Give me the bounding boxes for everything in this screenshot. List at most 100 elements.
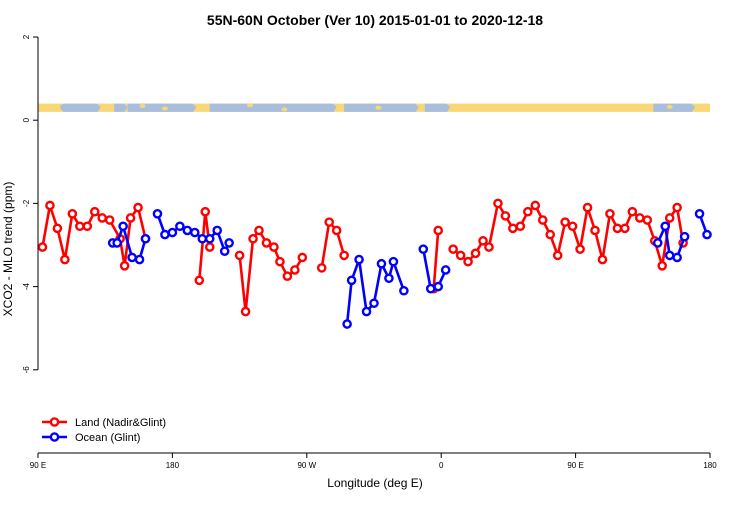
data-point <box>234 250 245 261</box>
data-point <box>316 263 327 273</box>
data-point <box>118 221 128 232</box>
data-point <box>508 223 518 234</box>
data-point <box>560 217 570 227</box>
strip-land-island <box>666 104 673 109</box>
legend-marker <box>49 417 60 427</box>
data-point <box>97 213 108 223</box>
data-point <box>261 238 272 248</box>
data-point <box>45 200 55 211</box>
data-point <box>167 227 178 238</box>
data-point <box>463 256 473 267</box>
x-tick-label: 180 <box>166 461 180 470</box>
data-point <box>324 217 335 227</box>
strip-ocean-region <box>653 103 696 112</box>
data-point <box>346 275 357 286</box>
strip-ocean-region <box>424 103 451 112</box>
data-point <box>515 221 526 232</box>
x-tick-label: 180 <box>703 461 717 470</box>
data-point <box>620 223 630 234</box>
data-point <box>361 306 372 317</box>
data-point <box>240 306 251 317</box>
strip-ocean-region <box>114 103 128 112</box>
data-point <box>197 233 208 244</box>
data-point <box>433 281 444 292</box>
data-point <box>478 236 488 246</box>
legend-item: Ocean (Glint) <box>42 432 140 444</box>
data-point <box>194 275 205 286</box>
x-tick-label: 0 <box>439 461 444 470</box>
data-point <box>575 244 585 254</box>
data-point <box>119 260 130 271</box>
y-tick-label: 0 <box>22 117 31 122</box>
data-point <box>657 260 668 271</box>
data-point <box>204 242 215 252</box>
data-point <box>104 215 115 225</box>
data-point <box>523 206 533 217</box>
data-point <box>60 254 70 265</box>
data-point <box>552 250 563 261</box>
data-point <box>248 233 258 244</box>
data-point <box>627 206 638 217</box>
data-point <box>702 229 712 240</box>
y-tick-label: 2 <box>22 34 31 39</box>
data-point <box>672 252 682 263</box>
series-line <box>345 258 406 325</box>
data-point <box>470 248 481 259</box>
data-point <box>672 202 682 213</box>
strip-land-island <box>161 106 168 111</box>
strip-land-island <box>375 105 382 110</box>
y-tick-label: -2 <box>22 199 31 207</box>
data-point <box>500 211 511 221</box>
data-point <box>342 319 352 329</box>
data-point <box>590 225 600 236</box>
data-point <box>112 238 122 248</box>
y-tick-label: -6 <box>22 366 31 374</box>
data-point <box>455 250 466 261</box>
data-point <box>679 231 690 242</box>
data-point <box>37 242 48 252</box>
data-point <box>433 225 444 236</box>
strip-land-island <box>281 107 288 112</box>
data-point <box>597 254 608 265</box>
data-point <box>493 198 503 209</box>
data-point <box>545 229 556 240</box>
data-point <box>140 233 151 244</box>
x-tick-label: 90 E <box>567 461 583 470</box>
data-point <box>182 225 193 236</box>
data-point <box>660 221 671 232</box>
data-point <box>582 202 593 213</box>
strip-land-island <box>139 104 146 109</box>
data-point <box>152 208 163 219</box>
data-point <box>134 254 145 265</box>
data-point <box>440 265 451 275</box>
data-point <box>160 229 170 240</box>
series-line <box>320 220 346 269</box>
data-point <box>133 202 143 213</box>
data-point <box>652 238 663 248</box>
land-sea-strip <box>38 103 710 112</box>
data-point <box>664 213 675 223</box>
data-point <box>275 256 285 267</box>
data-point <box>67 208 78 219</box>
data-point <box>664 250 675 261</box>
data-point <box>82 221 93 232</box>
data-point <box>127 252 137 263</box>
data-point <box>204 233 215 244</box>
data-point <box>418 244 429 254</box>
data-point <box>384 273 394 284</box>
data-point <box>282 271 293 282</box>
data-point <box>75 221 85 232</box>
data-point <box>212 225 222 236</box>
data-point <box>254 225 264 236</box>
data-point <box>567 221 578 232</box>
strip-ocean-region <box>127 103 197 112</box>
x-axis-label: Longitude (deg E) <box>327 476 422 490</box>
data-point <box>339 250 349 261</box>
data-point <box>605 208 615 219</box>
legend-marker <box>49 432 60 442</box>
y-tick-label: -4 <box>22 282 31 290</box>
data-point <box>376 258 387 269</box>
data-point <box>125 213 136 223</box>
